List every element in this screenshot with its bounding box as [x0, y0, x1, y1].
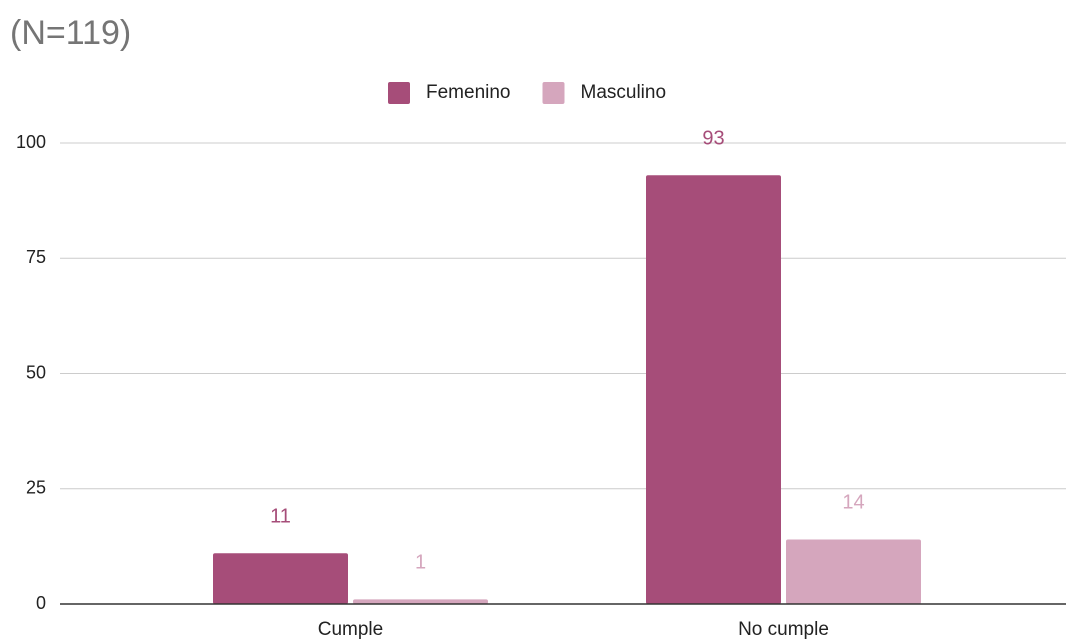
- y-tick-label: 75: [26, 247, 46, 267]
- legend-label: Femenino: [426, 82, 511, 103]
- bar: [646, 175, 781, 604]
- legend-label: Masculino: [581, 82, 667, 103]
- x-tick-label: No cumple: [738, 619, 829, 640]
- legend-swatch: [542, 82, 565, 104]
- legend-swatch: [388, 82, 410, 104]
- x-tick-label: Cumple: [318, 619, 383, 640]
- data-label: 1: [415, 552, 426, 574]
- data-label: 11: [270, 506, 291, 528]
- data-label: 93: [702, 128, 724, 150]
- y-tick-label: 50: [26, 362, 46, 382]
- chart-title: (N=119): [10, 14, 131, 52]
- bar: [353, 599, 488, 604]
- bar: [213, 553, 348, 604]
- bar: [786, 539, 921, 604]
- data-label: 14: [842, 492, 864, 514]
- y-tick-label: 100: [16, 132, 46, 152]
- y-tick-label: 25: [26, 478, 46, 498]
- y-tick-label: 0: [36, 593, 46, 613]
